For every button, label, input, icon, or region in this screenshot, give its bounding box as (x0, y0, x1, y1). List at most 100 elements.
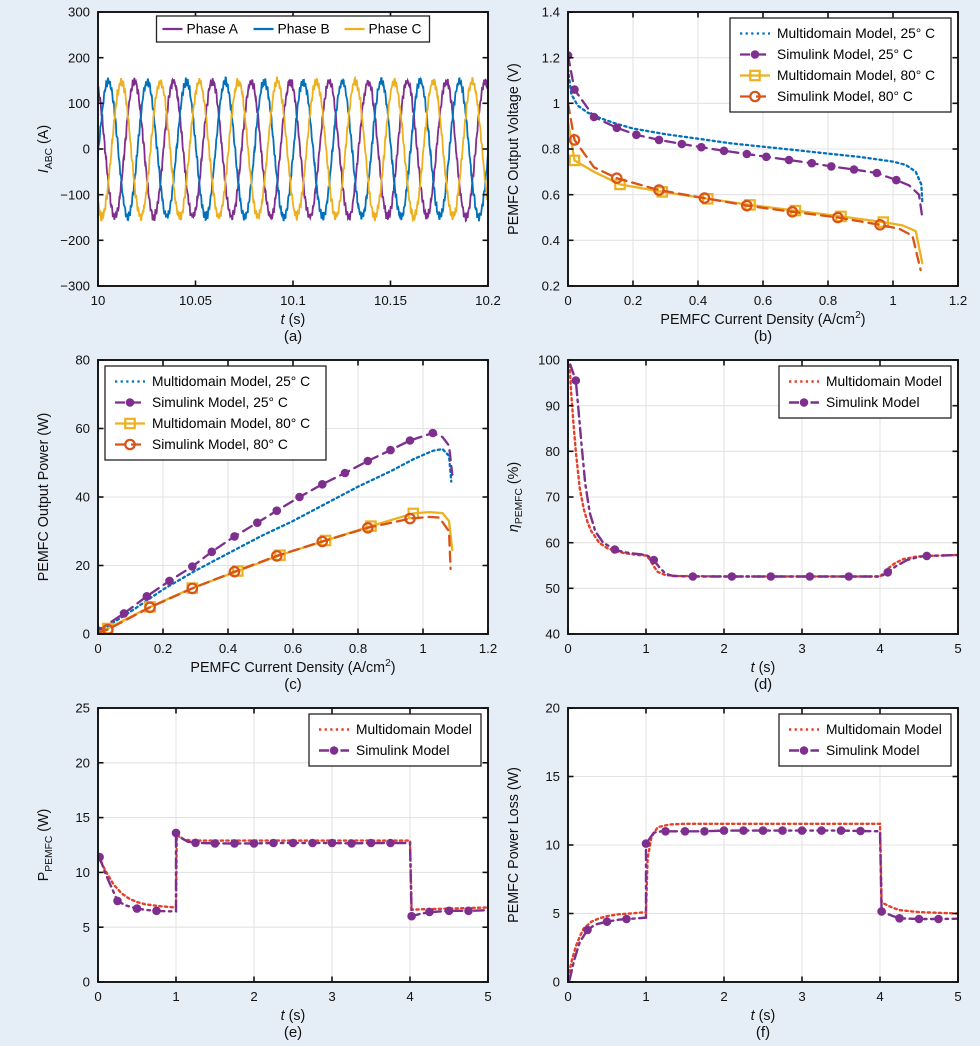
panel-a: 10 10.05 10.1 10.15 10.2 −300 −200 −100 0 100 200 3… (32, 2, 502, 350)
panel-d: 0 1 2 3 4 5 40 50 60 70 80 90 100 t (s) ηPEMFC (%) Mult… (502, 350, 972, 698)
svg-text:0: 0 (83, 627, 90, 642)
svg-text:40: 40 (545, 627, 560, 642)
chart-c-canvas: 0 0.2 0.4 0.6 0.8 1 1.2 0 20 40 60 80 PEMFC Current … (36, 353, 497, 676)
svg-text:Multidomain Model, 80° C: Multidomain Model, 80° C (152, 416, 310, 431)
svg-text:Multidomain Model: Multidomain Model (356, 722, 472, 737)
svg-text:0.8: 0.8 (349, 641, 367, 656)
svg-text:Multidomain Model: Multidomain Model (826, 374, 942, 389)
svg-text:4: 4 (406, 989, 413, 1004)
svg-text:0: 0 (83, 142, 90, 157)
svg-text:Phase A: Phase A (187, 22, 239, 37)
svg-text:1: 1 (889, 293, 896, 308)
svg-text:10.15: 10.15 (374, 293, 407, 308)
svg-text:3: 3 (798, 641, 805, 656)
caption-d: (d) (753, 676, 773, 693)
svg-text:−300: −300 (60, 279, 90, 294)
svg-text:300: 300 (68, 5, 90, 20)
svg-text:t (s): t (s) (751, 660, 776, 676)
svg-text:Simulink Model, 25° C: Simulink Model, 25° C (777, 47, 913, 62)
svg-text:PEMFC Power Loss (W): PEMFC Power Loss (W) (506, 767, 522, 923)
svg-text:40: 40 (75, 490, 90, 505)
svg-text:1.4: 1.4 (542, 5, 560, 20)
svg-text:60: 60 (545, 535, 560, 550)
chart-a-canvas: 10 10.05 10.1 10.15 10.2 −300 −200 −100 0 100 200 3… (36, 5, 501, 328)
svg-text:0.8: 0.8 (819, 293, 837, 308)
panel-f: 0 1 2 3 4 5 0 5 10 15 20 t (s) PEMFC Power Loss (W) M… (502, 698, 972, 1046)
svg-text:15: 15 (545, 769, 560, 784)
svg-text:0: 0 (553, 975, 560, 990)
panel-c: 0 0.2 0.4 0.6 0.8 1 1.2 0 20 40 60 80 PEMFC Current … (32, 350, 502, 698)
svg-text:100: 100 (538, 353, 560, 368)
svg-text:1: 1 (642, 989, 649, 1004)
svg-text:1.2: 1.2 (542, 50, 560, 65)
svg-text:0: 0 (94, 641, 101, 656)
svg-text:Multidomain Model: Multidomain Model (826, 722, 942, 737)
svg-text:Phase B: Phase B (278, 22, 330, 37)
svg-text:PEMFC Current Density (A/cm2): PEMFC Current Density (A/cm2) (660, 310, 865, 328)
svg-text:0.6: 0.6 (542, 187, 560, 202)
svg-text:4: 4 (876, 989, 883, 1004)
svg-text:0: 0 (564, 641, 571, 656)
svg-text:5: 5 (83, 920, 90, 935)
svg-text:0.4: 0.4 (542, 233, 560, 248)
svg-text:2: 2 (720, 641, 727, 656)
svg-text:0.4: 0.4 (689, 293, 707, 308)
svg-text:PEMFC Current Density (A/cm2): PEMFC Current Density (A/cm2) (190, 658, 395, 676)
svg-text:1: 1 (419, 641, 426, 656)
svg-text:0.2: 0.2 (542, 279, 560, 294)
svg-text:10.2: 10.2 (475, 293, 501, 308)
caption-b: (b) (753, 328, 773, 345)
svg-text:5: 5 (484, 989, 491, 1004)
svg-text:t (s): t (s) (281, 1008, 306, 1024)
svg-text:0.6: 0.6 (284, 641, 302, 656)
svg-text:0: 0 (564, 989, 571, 1004)
svg-text:70: 70 (545, 490, 560, 505)
svg-text:PPEMFC (W): PPEMFC (W) (36, 809, 55, 882)
svg-text:0.4: 0.4 (219, 641, 237, 656)
svg-text:1: 1 (642, 641, 649, 656)
svg-text:1.2: 1.2 (949, 293, 967, 308)
caption-c: (c) (284, 676, 302, 693)
svg-text:3: 3 (798, 989, 805, 1004)
svg-text:Multidomain Model, 25° C: Multidomain Model, 25° C (152, 374, 310, 389)
svg-text:1: 1 (553, 96, 560, 111)
svg-text:Multidomain Model, 25° C: Multidomain Model, 25° C (777, 26, 935, 41)
svg-text:5: 5 (954, 989, 961, 1004)
svg-text:3: 3 (328, 989, 335, 1004)
svg-text:0.2: 0.2 (154, 641, 172, 656)
svg-text:10: 10 (545, 838, 560, 853)
svg-text:5: 5 (553, 906, 560, 921)
svg-text:0: 0 (564, 293, 571, 308)
svg-text:t (s): t (s) (751, 1008, 776, 1024)
svg-text:Multidomain Model, 80° C: Multidomain Model, 80° C (777, 68, 935, 83)
svg-text:PEMFC Output Power (W): PEMFC Output Power (W) (36, 413, 52, 581)
svg-text:20: 20 (75, 755, 90, 770)
svg-text:25: 25 (75, 701, 90, 716)
chart-e-canvas: 0 1 2 3 4 5 0 5 10 15 20 25 t (s) PPEMFC (W) Multidoma… (36, 701, 492, 1024)
svg-text:−100: −100 (60, 187, 90, 202)
svg-text:t (s): t (s) (281, 312, 306, 328)
svg-text:0.2: 0.2 (624, 293, 642, 308)
svg-text:PEMFC Output Voltage (V): PEMFC Output Voltage (V) (506, 63, 522, 235)
svg-text:10: 10 (75, 865, 90, 880)
svg-text:80: 80 (75, 353, 90, 368)
chart-b-canvas: 0 0.2 0.4 0.6 0.8 1 1.2 0.2 0.4 0.6 0.8 1 1.2 1.4 PEMF… (506, 5, 967, 328)
svg-text:1.2: 1.2 (479, 641, 497, 656)
svg-text:IABC (A): IABC (A) (36, 125, 55, 173)
svg-text:15: 15 (75, 810, 90, 825)
panel-b: 0 0.2 0.4 0.6 0.8 1 1.2 0.2 0.4 0.6 0.8 1 1.2 1.4 PEMF… (502, 2, 972, 350)
chart-f-canvas: 0 1 2 3 4 5 0 5 10 15 20 t (s) PEMFC Power Loss (W) M… (506, 701, 962, 1024)
svg-text:0.6: 0.6 (754, 293, 772, 308)
svg-text:0: 0 (83, 975, 90, 990)
svg-text:Simulink Model: Simulink Model (826, 743, 920, 758)
svg-text:10: 10 (91, 293, 106, 308)
svg-text:0: 0 (94, 989, 101, 1004)
svg-text:20: 20 (545, 701, 560, 716)
svg-text:10.05: 10.05 (179, 293, 212, 308)
svg-text:−200: −200 (60, 233, 90, 248)
svg-text:Simulink Model, 80° C: Simulink Model, 80° C (152, 437, 288, 452)
svg-text:1: 1 (172, 989, 179, 1004)
svg-text:50: 50 (545, 581, 560, 596)
svg-text:10.1: 10.1 (280, 293, 306, 308)
